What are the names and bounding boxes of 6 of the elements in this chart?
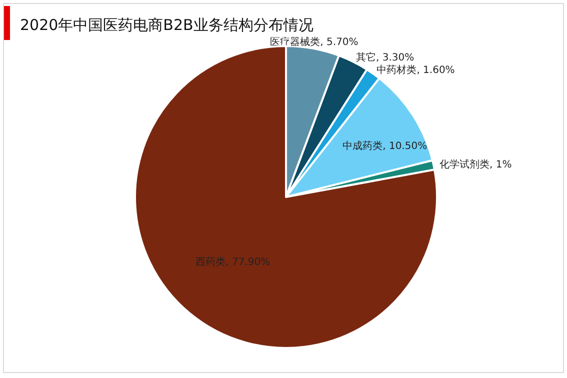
slice-label: 化学试剂类, 1% bbox=[439, 158, 512, 171]
slice-label: 西药类, 77.90% bbox=[196, 256, 270, 268]
chart-title: 2020年中国医药电商B2B业务结构分布情况 bbox=[20, 16, 314, 34]
slice-label: 中药材类, 1.60% bbox=[376, 64, 455, 76]
slice-label: 中成药类, 10.50% bbox=[342, 140, 428, 152]
slice-label: 其它, 3.30% bbox=[356, 51, 414, 64]
